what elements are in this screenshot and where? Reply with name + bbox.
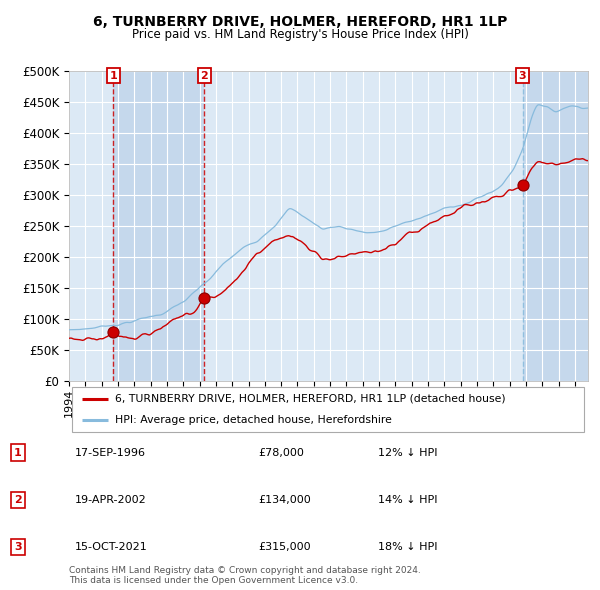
Text: 6, TURNBERRY DRIVE, HOLMER, HEREFORD, HR1 1LP: 6, TURNBERRY DRIVE, HOLMER, HEREFORD, HR… (93, 15, 507, 29)
Text: 1: 1 (14, 448, 22, 457)
FancyBboxPatch shape (71, 387, 584, 432)
Text: 12% ↓ HPI: 12% ↓ HPI (378, 448, 437, 457)
Text: £315,000: £315,000 (258, 542, 311, 552)
Text: 2: 2 (14, 495, 22, 504)
Text: 18% ↓ HPI: 18% ↓ HPI (378, 542, 437, 552)
Text: 14% ↓ HPI: 14% ↓ HPI (378, 495, 437, 504)
Text: 15-OCT-2021: 15-OCT-2021 (75, 542, 148, 552)
Text: £78,000: £78,000 (258, 448, 304, 457)
Text: 17-SEP-1996: 17-SEP-1996 (75, 448, 146, 457)
Text: Price paid vs. HM Land Registry's House Price Index (HPI): Price paid vs. HM Land Registry's House … (131, 28, 469, 41)
Text: Contains HM Land Registry data © Crown copyright and database right 2024.
This d: Contains HM Land Registry data © Crown c… (69, 566, 421, 585)
Text: 3: 3 (519, 71, 526, 81)
Text: £134,000: £134,000 (258, 495, 311, 504)
Text: 3: 3 (14, 542, 22, 552)
Bar (204, 71, 523, 381)
Text: 2: 2 (200, 71, 208, 81)
Bar (69, 71, 113, 381)
Text: 1: 1 (109, 71, 117, 81)
Text: 6, TURNBERRY DRIVE, HOLMER, HEREFORD, HR1 1LP (detached house): 6, TURNBERRY DRIVE, HOLMER, HEREFORD, HR… (115, 394, 505, 404)
Bar (113, 71, 204, 381)
Text: 19-APR-2002: 19-APR-2002 (75, 495, 147, 504)
Text: HPI: Average price, detached house, Herefordshire: HPI: Average price, detached house, Here… (115, 415, 392, 425)
Bar (523, 71, 588, 381)
